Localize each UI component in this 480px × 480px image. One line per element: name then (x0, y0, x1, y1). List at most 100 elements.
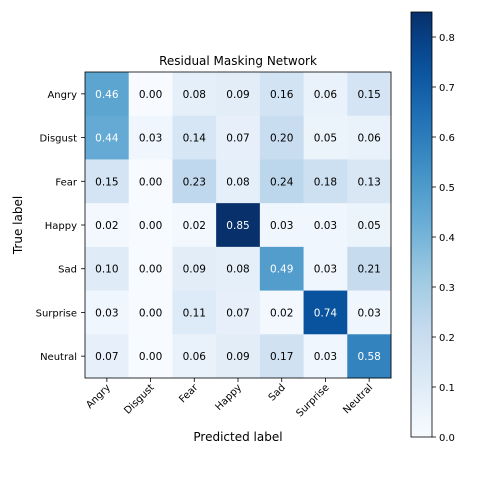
heatmap-cell (347, 72, 392, 117)
heatmap-cell (303, 203, 348, 248)
cell-value-label: 0.03 (314, 220, 337, 232)
heatmap-cell (85, 334, 130, 379)
cell-value-label: 0.03 (314, 264, 337, 276)
cell-value-label: 0.02 (183, 220, 206, 232)
colorbar-tick-label: 0.0 (439, 433, 455, 444)
heatmap-cell (128, 203, 173, 248)
heatmap-cell (347, 115, 392, 160)
heatmap-cell (347, 246, 392, 292)
heatmap-cell (172, 334, 217, 379)
heatmap-cell (216, 334, 261, 379)
cell-value-label: 0.49 (270, 264, 293, 276)
cell-value-label: 0.03 (270, 220, 293, 232)
cell-value-label: 0.06 (183, 351, 207, 363)
cell-value-label: 0.18 (314, 176, 337, 188)
cell-value-label: 0.00 (139, 351, 162, 363)
heatmap-cell (172, 159, 217, 204)
heatmap-cell (259, 334, 305, 379)
colorbar-tick-label: 0.6 (439, 133, 455, 144)
cell-value-label: 0.24 (270, 176, 294, 188)
cell-value-label: 0.85 (226, 220, 249, 232)
cell-value-label: 0.74 (314, 307, 338, 319)
heatmap-cell (347, 159, 392, 204)
cell-value-label: 0.02 (95, 220, 118, 232)
cell-value-label: 0.09 (183, 264, 206, 276)
cell-value-label: 0.14 (183, 133, 207, 145)
cell-value-label: 0.20 (270, 133, 293, 145)
heatmap-cell (128, 72, 173, 117)
cell-value-label: 0.00 (139, 307, 162, 319)
cell-value-label: 0.08 (183, 89, 206, 101)
y-tick-label: Disgust (39, 134, 77, 145)
heatmap-cell (85, 72, 130, 117)
cell-value-label: 0.13 (357, 176, 380, 188)
heatmap-cell (259, 290, 305, 335)
heatmap-cell (259, 203, 305, 248)
colorbar-tick-label: 0.3 (439, 283, 455, 294)
cell-value-label: 0.08 (226, 264, 249, 276)
heatmap-cell (172, 115, 217, 160)
heatmap-cell (172, 290, 217, 335)
x-tick-label: Disgust (122, 382, 156, 416)
heatmap-cell (172, 203, 217, 248)
colorbar-tick-label: 0.2 (439, 333, 455, 344)
cell-value-label: 0.06 (357, 133, 381, 145)
y-axis-ticks: Angry Disgust Fear Happy Sad Surprise Neutral (36, 90, 85, 363)
chart-title: Residual Masking Network (159, 54, 317, 68)
cell-value-label: 0.11 (183, 307, 206, 319)
cell-value-label: 0.03 (139, 133, 162, 145)
cell-value-label: 0.02 (270, 307, 293, 319)
x-tick-label: Neutral (341, 382, 375, 416)
heatmap-cell (85, 290, 130, 335)
colorbar (410, 11, 433, 438)
heatmap-cell (128, 290, 173, 335)
heatmap-cell (303, 334, 348, 379)
heatmap-cell (347, 203, 392, 248)
colorbar-tick-label: 0.7 (439, 83, 455, 94)
heatmap-cell (216, 290, 261, 335)
cell-value-label: 0.03 (95, 307, 118, 319)
heatmap-cell (172, 72, 217, 117)
cell-value-label: 0.07 (226, 307, 249, 319)
cell-value-labels: 0.46 0.00 0.08 0.09 0.16 0.06 0.15 0.44 0.03 0.14… (95, 89, 381, 363)
cell-value-label: 0.08 (226, 176, 249, 188)
heatmap-cell (128, 246, 173, 292)
y-tick-label: Fear (55, 177, 77, 188)
heatmap-cell (85, 203, 130, 248)
x-axis-ticks: Angry Disgust Fear Happy Sad Surprise Neutral (84, 378, 375, 419)
heatmap-cell (216, 72, 261, 117)
cell-value-label: 0.03 (357, 307, 380, 319)
heatmap-cell (347, 334, 392, 379)
cell-value-label: 0.05 (357, 220, 380, 232)
cell-value-label: 0.07 (95, 351, 118, 363)
cell-value-label: 0.21 (357, 264, 380, 276)
cell-value-label: 0.16 (270, 89, 294, 101)
y-tick-label: Angry (47, 90, 77, 101)
heatmap-cell (259, 72, 305, 117)
heatmap-cell (216, 246, 261, 292)
cell-value-label: 0.06 (314, 89, 338, 101)
heatmap-cell (128, 115, 173, 160)
heatmap-cell (303, 290, 348, 335)
heatmap-cell (85, 159, 130, 204)
heatmap-cell (172, 246, 217, 292)
heatmap-cells (85, 72, 392, 379)
colorbar-tick-label: 0.5 (439, 183, 455, 194)
cell-value-label: 0.00 (139, 264, 162, 276)
y-tick-label: Neutral (40, 352, 77, 363)
cell-value-label: 0.44 (95, 133, 119, 145)
colorbar-tick-label: 0.4 (439, 233, 455, 244)
cell-value-label: 0.23 (183, 176, 206, 188)
cell-value-label: 0.00 (139, 89, 162, 101)
x-tick-label: Sad (267, 382, 288, 403)
cell-value-label: 0.03 (314, 351, 337, 363)
colorbar-ticks: 0.0 0.1 0.2 0.3 0.4 0.5 0.6 0.7 0.8 (432, 33, 455, 444)
y-tick-label: Surprise (36, 308, 77, 319)
cell-value-label: 0.15 (95, 176, 118, 188)
y-tick-label: Sad (58, 265, 77, 276)
cell-value-label: 0.09 (226, 351, 249, 363)
heatmap-cell (259, 115, 305, 160)
cell-value-label: 0.10 (95, 264, 118, 276)
heatmap-cell (216, 159, 261, 204)
